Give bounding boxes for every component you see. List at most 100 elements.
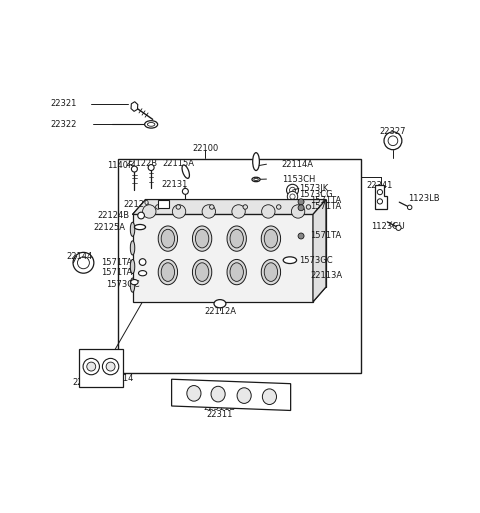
Ellipse shape <box>182 165 190 179</box>
Ellipse shape <box>132 166 137 172</box>
Text: 1573GC: 1573GC <box>300 255 333 265</box>
Circle shape <box>172 205 186 218</box>
Text: 1571TA: 1571TA <box>310 196 341 205</box>
Ellipse shape <box>192 226 212 251</box>
Ellipse shape <box>192 260 212 285</box>
Ellipse shape <box>134 225 145 230</box>
Ellipse shape <box>139 270 147 276</box>
Circle shape <box>77 257 89 269</box>
Text: 22115A: 22115A <box>162 159 194 168</box>
Ellipse shape <box>195 263 209 282</box>
Text: 1573GC: 1573GC <box>106 280 139 289</box>
Text: 1573JK: 1573JK <box>300 184 329 193</box>
Circle shape <box>289 267 306 284</box>
Ellipse shape <box>227 226 246 251</box>
Text: 1571TA: 1571TA <box>101 268 132 277</box>
Circle shape <box>298 233 304 239</box>
Circle shape <box>396 225 401 230</box>
Text: 22122B: 22122B <box>126 159 158 168</box>
Circle shape <box>139 259 146 265</box>
Ellipse shape <box>161 229 175 248</box>
Circle shape <box>83 359 99 375</box>
Circle shape <box>87 362 96 371</box>
Polygon shape <box>313 200 326 302</box>
Text: 22144: 22144 <box>66 251 92 261</box>
Circle shape <box>298 205 304 211</box>
Ellipse shape <box>144 121 157 128</box>
Text: 22113A: 22113A <box>310 271 342 280</box>
Ellipse shape <box>276 205 281 209</box>
Circle shape <box>289 187 296 193</box>
Polygon shape <box>131 102 138 111</box>
Ellipse shape <box>210 205 214 209</box>
Text: 22327: 22327 <box>380 127 406 135</box>
Circle shape <box>73 252 94 273</box>
Text: 22311: 22311 <box>207 410 233 419</box>
Ellipse shape <box>252 177 260 182</box>
Ellipse shape <box>161 263 175 282</box>
Text: 1140FL: 1140FL <box>107 161 138 170</box>
Text: 22311B: 22311B <box>204 403 236 412</box>
Text: 1573CG: 1573CG <box>300 190 333 199</box>
Circle shape <box>106 362 115 371</box>
Ellipse shape <box>306 205 311 209</box>
Polygon shape <box>79 349 123 387</box>
Polygon shape <box>172 379 290 410</box>
Ellipse shape <box>264 229 277 248</box>
Ellipse shape <box>252 153 259 170</box>
Ellipse shape <box>263 389 276 405</box>
Text: 22100: 22100 <box>192 144 218 153</box>
Circle shape <box>377 199 383 204</box>
Ellipse shape <box>130 260 135 273</box>
Ellipse shape <box>237 388 251 403</box>
Text: 22129: 22129 <box>123 200 149 209</box>
Ellipse shape <box>254 179 258 181</box>
Ellipse shape <box>147 123 155 126</box>
Polygon shape <box>132 200 326 214</box>
Circle shape <box>202 205 216 218</box>
Ellipse shape <box>261 226 281 251</box>
Text: 1153CH: 1153CH <box>282 174 315 184</box>
Ellipse shape <box>131 280 138 285</box>
Ellipse shape <box>243 205 248 209</box>
Text: 22141: 22141 <box>72 378 98 387</box>
Ellipse shape <box>176 205 180 209</box>
Text: 22114A: 22114A <box>282 160 314 169</box>
Text: 22341: 22341 <box>366 181 392 189</box>
Ellipse shape <box>156 205 160 209</box>
Circle shape <box>291 205 305 218</box>
Text: 25614: 25614 <box>107 374 133 383</box>
Circle shape <box>102 359 119 375</box>
Text: 22112A: 22112A <box>204 307 236 317</box>
Text: 22131: 22131 <box>161 180 188 189</box>
Circle shape <box>287 184 299 196</box>
Circle shape <box>288 191 298 202</box>
Circle shape <box>138 212 144 219</box>
Text: 1571TA: 1571TA <box>310 231 341 240</box>
Bar <box>158 200 168 208</box>
Text: 1123LB: 1123LB <box>408 193 440 203</box>
Circle shape <box>384 132 402 150</box>
Circle shape <box>298 199 304 205</box>
Ellipse shape <box>264 263 277 282</box>
Circle shape <box>408 205 412 210</box>
Polygon shape <box>132 214 313 302</box>
Ellipse shape <box>158 226 178 251</box>
Circle shape <box>232 205 245 218</box>
Ellipse shape <box>130 278 135 292</box>
Ellipse shape <box>227 260 246 285</box>
Text: 22321: 22321 <box>50 100 77 108</box>
Circle shape <box>290 194 295 199</box>
Text: 1571TA: 1571TA <box>310 203 341 211</box>
Circle shape <box>377 189 383 195</box>
Ellipse shape <box>283 257 297 264</box>
Ellipse shape <box>230 229 243 248</box>
Circle shape <box>388 136 398 146</box>
Circle shape <box>182 188 188 194</box>
Ellipse shape <box>130 241 135 255</box>
Ellipse shape <box>230 263 243 282</box>
Ellipse shape <box>214 300 226 308</box>
Ellipse shape <box>158 260 178 285</box>
Ellipse shape <box>211 386 225 402</box>
Ellipse shape <box>148 165 154 170</box>
